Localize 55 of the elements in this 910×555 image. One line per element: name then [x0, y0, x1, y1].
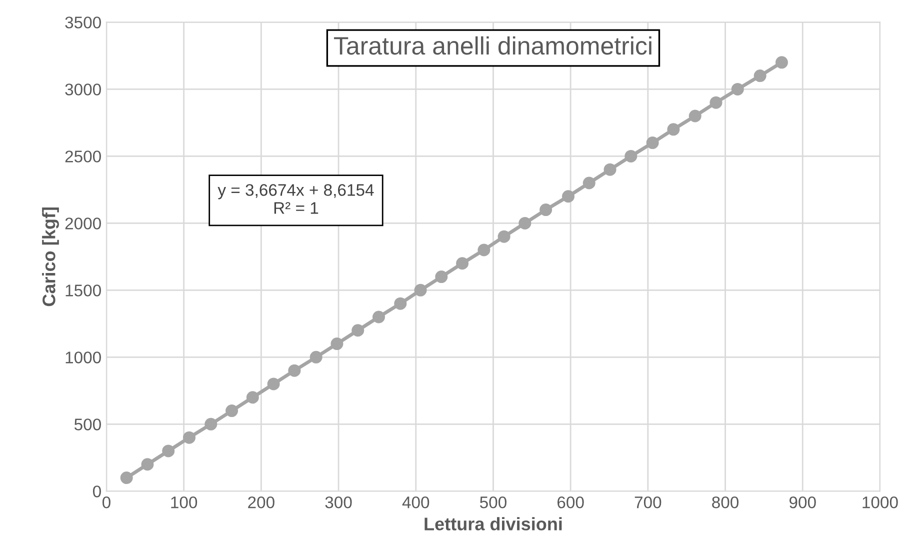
point [754, 70, 766, 82]
y-tick-label: 1000 [66, 352, 101, 364]
point [246, 391, 259, 404]
point [710, 96, 722, 109]
point [478, 244, 490, 256]
point [162, 444, 175, 458]
y-tick-label: 2500 [65, 150, 101, 162]
point [310, 350, 322, 364]
point [562, 190, 574, 203]
point [267, 378, 280, 390]
x-tick-label: 700 [634, 496, 662, 508]
point [141, 458, 154, 471]
point [352, 324, 364, 337]
x-tick-label: 500 [480, 496, 506, 508]
point [330, 338, 344, 350]
point [226, 404, 238, 418]
point [498, 230, 510, 243]
x-tick-label: 400 [402, 496, 430, 508]
point [775, 56, 788, 69]
point [394, 297, 407, 310]
point [456, 257, 469, 270]
y-tick-label: 1500 [66, 284, 101, 296]
y-tick-label: 3500 [65, 16, 101, 28]
point [646, 136, 659, 150]
point [288, 364, 301, 377]
y-tick-label: 3000 [65, 84, 101, 96]
point [204, 418, 218, 430]
x-tick-label: 800 [712, 496, 739, 508]
x-tick-label: 900 [790, 496, 816, 508]
point [540, 204, 552, 216]
point [667, 123, 680, 136]
y-axis-title: Carico [kgf] [42, 208, 59, 306]
chart-title: Taratura anelli dinamometrici [334, 36, 652, 55]
x-tick-label: 300 [325, 496, 352, 508]
point [731, 82, 744, 96]
annotation: y = 3,6674x + 8,6154 R² = 1 [218, 184, 374, 214]
x-tick-label: 600 [558, 496, 584, 508]
point [604, 163, 616, 176]
x-tick-label: 200 [248, 496, 274, 508]
point [688, 110, 702, 122]
point [182, 431, 196, 444]
x-tick-label: 1000 [862, 496, 898, 508]
point [372, 310, 385, 324]
x-axis-title: Lettura divisioni [424, 517, 562, 530]
y-tick-label: 2000 [65, 218, 101, 230]
point [120, 472, 133, 484]
point [582, 176, 596, 190]
x-tick-label: 0 [102, 496, 110, 508]
y-tick-label: 0 [92, 486, 101, 498]
point [518, 216, 532, 230]
point [414, 284, 427, 296]
point [435, 270, 448, 284]
x-tick-label: 100 [171, 496, 198, 508]
y-tick-label: 500 [74, 418, 101, 430]
point [624, 150, 638, 162]
